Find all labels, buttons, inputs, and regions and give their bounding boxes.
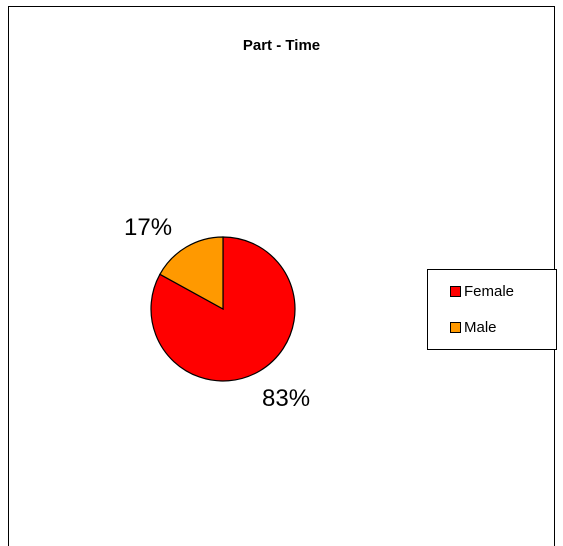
legend-swatch-male <box>450 322 461 333</box>
legend: Female Male <box>427 269 557 350</box>
pie-slice-male <box>159 236 224 311</box>
legend-label-male: Male <box>464 319 497 336</box>
legend-label-female: Female <box>464 283 515 300</box>
data-label-female: 83% <box>262 385 310 412</box>
chart-title: Part - Time <box>242 37 321 54</box>
legend-item-male: Male <box>450 319 497 336</box>
legend-swatch-female <box>450 286 461 297</box>
legend-item-female: Female <box>450 283 514 300</box>
pie-slice-female <box>150 236 296 382</box>
data-label-male: 17% <box>124 214 172 241</box>
